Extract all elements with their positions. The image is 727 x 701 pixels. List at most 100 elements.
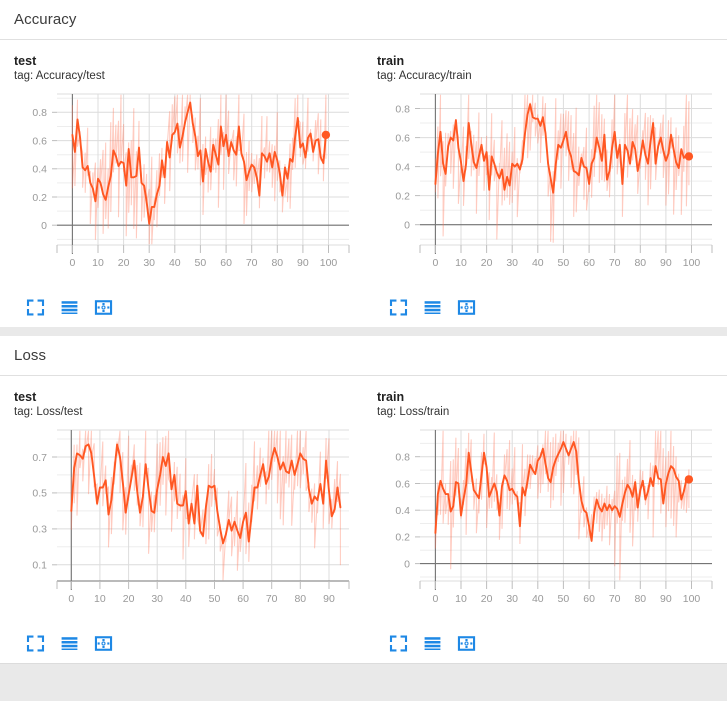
chart-toolbar bbox=[0, 295, 363, 319]
svg-text:90: 90 bbox=[660, 257, 672, 269]
chart-svg[interactable]: 0 10 20 30 40 50 60 70 80 90 100 0 0.2 0.4 0.6 0.8 bbox=[0, 86, 363, 291]
chart-card-loss-test: test tag: Loss/test 0 10 20 30 40 50 60 70 80 90 0… bbox=[0, 376, 363, 663]
chart-toolbar bbox=[363, 295, 726, 319]
run-name: test bbox=[14, 54, 37, 68]
fit-domain-icon[interactable] bbox=[94, 298, 113, 317]
svg-text:60: 60 bbox=[583, 593, 595, 605]
svg-text:20: 20 bbox=[481, 257, 493, 269]
fullscreen-icon[interactable] bbox=[389, 634, 408, 653]
svg-text:50: 50 bbox=[558, 593, 570, 605]
svg-text:100: 100 bbox=[683, 257, 701, 269]
data-table-icon[interactable] bbox=[60, 298, 79, 317]
fullscreen-icon[interactable] bbox=[26, 634, 45, 653]
card-header: test tag: Loss/test bbox=[0, 386, 363, 422]
section-body-accuracy: test tag: Accuracy/test 0 10 20 30 40 50 60 70 8… bbox=[0, 40, 727, 327]
section-header-accuracy[interactable]: Accuracy bbox=[0, 0, 727, 40]
svg-text:30: 30 bbox=[506, 257, 518, 269]
data-table-icon[interactable] bbox=[60, 634, 79, 653]
plot-loss-test[interactable]: 0 10 20 30 40 50 60 70 80 90 0.1 0.3 0.5 0.7 bbox=[0, 422, 363, 627]
svg-text:20: 20 bbox=[118, 257, 130, 269]
chart-svg[interactable]: 0 10 20 30 40 50 60 70 80 90 100 0 0.2 0.4 0.6 0.8 bbox=[363, 422, 726, 627]
plot-loss-train[interactable]: 0 10 20 30 40 50 60 70 80 90 100 0 0.2 0.4 0.6 0.8 bbox=[363, 422, 726, 627]
svg-text:0: 0 bbox=[404, 558, 410, 570]
fullscreen-icon[interactable] bbox=[26, 298, 45, 317]
section-loss: Loss test tag: Loss/test 0 10 20 30 40 50 60 70… bbox=[0, 336, 727, 664]
svg-text:20: 20 bbox=[123, 593, 135, 605]
svg-text:0.3: 0.3 bbox=[32, 524, 47, 536]
svg-text:10: 10 bbox=[92, 257, 104, 269]
svg-text:60: 60 bbox=[220, 257, 232, 269]
tag-name: tag: Loss/train bbox=[377, 406, 450, 418]
svg-text:0.2: 0.2 bbox=[32, 192, 47, 204]
fullscreen-icon[interactable] bbox=[389, 298, 408, 317]
svg-text:50: 50 bbox=[209, 593, 221, 605]
svg-text:40: 40 bbox=[180, 593, 192, 605]
svg-text:100: 100 bbox=[683, 593, 701, 605]
section-divider bbox=[0, 327, 727, 336]
svg-text:90: 90 bbox=[660, 593, 672, 605]
section-header-loss[interactable]: Loss bbox=[0, 336, 727, 376]
run-name: train bbox=[377, 54, 405, 68]
svg-text:0.4: 0.4 bbox=[395, 161, 410, 173]
svg-text:0.4: 0.4 bbox=[32, 164, 47, 176]
svg-text:30: 30 bbox=[151, 593, 163, 605]
svg-text:30: 30 bbox=[143, 257, 155, 269]
chart-card-accuracy-train: train tag: Accuracy/train 0 10 20 30 40 50 60 7… bbox=[363, 40, 726, 327]
svg-text:70: 70 bbox=[609, 593, 621, 605]
tag-name: tag: Accuracy/train bbox=[377, 70, 472, 82]
chart-card-loss-train: train tag: Loss/train 0 10 20 30 40 50 60 70 80 9… bbox=[363, 376, 726, 663]
svg-text:40: 40 bbox=[532, 593, 544, 605]
svg-text:80: 80 bbox=[634, 593, 646, 605]
svg-text:0: 0 bbox=[432, 593, 438, 605]
chart-card-accuracy-test: test tag: Accuracy/test 0 10 20 30 40 50 60 70 8… bbox=[0, 40, 363, 327]
svg-text:70: 70 bbox=[246, 257, 258, 269]
svg-text:80: 80 bbox=[294, 593, 306, 605]
plot-accuracy-test[interactable]: 0 10 20 30 40 50 60 70 80 90 100 0 0.2 0.4 0.6 0.8 bbox=[0, 86, 363, 291]
svg-text:0: 0 bbox=[432, 257, 438, 269]
card-header: train tag: Loss/train bbox=[363, 386, 726, 422]
fit-domain-icon[interactable] bbox=[94, 634, 113, 653]
svg-text:0.8: 0.8 bbox=[395, 103, 410, 115]
svg-text:0.6: 0.6 bbox=[395, 478, 410, 490]
fit-domain-icon[interactable] bbox=[457, 298, 476, 317]
svg-text:100: 100 bbox=[320, 257, 338, 269]
svg-text:0.4: 0.4 bbox=[395, 505, 410, 517]
card-header: train tag: Accuracy/train bbox=[363, 50, 726, 86]
run-name: test bbox=[14, 390, 37, 404]
svg-text:0.8: 0.8 bbox=[395, 452, 410, 464]
section-title: Loss bbox=[14, 347, 47, 364]
svg-text:0.6: 0.6 bbox=[32, 135, 47, 147]
data-table-icon[interactable] bbox=[423, 634, 442, 653]
svg-text:0.7: 0.7 bbox=[32, 452, 47, 464]
svg-text:90: 90 bbox=[297, 257, 309, 269]
svg-text:0: 0 bbox=[68, 593, 74, 605]
chart-svg[interactable]: 0 10 20 30 40 50 60 70 80 90 100 0 0.2 0.4 0.6 0.8 bbox=[363, 86, 726, 291]
chart-toolbar bbox=[0, 631, 363, 655]
svg-text:0: 0 bbox=[69, 257, 75, 269]
tag-name: tag: Loss/test bbox=[14, 406, 83, 418]
plot-accuracy-train[interactable]: 0 10 20 30 40 50 60 70 80 90 100 0 0.2 0.4 0.6 0.8 bbox=[363, 86, 726, 291]
card-header: test tag: Accuracy/test bbox=[0, 50, 363, 86]
section-bottom-border bbox=[0, 663, 727, 664]
svg-text:0.2: 0.2 bbox=[395, 532, 410, 544]
data-table-icon[interactable] bbox=[423, 298, 442, 317]
section-title: Accuracy bbox=[14, 11, 77, 28]
svg-text:60: 60 bbox=[237, 593, 249, 605]
svg-text:0: 0 bbox=[404, 220, 410, 232]
svg-text:50: 50 bbox=[195, 257, 207, 269]
svg-text:20: 20 bbox=[481, 593, 493, 605]
svg-text:80: 80 bbox=[271, 257, 283, 269]
svg-text:10: 10 bbox=[94, 593, 106, 605]
chart-svg[interactable]: 0 10 20 30 40 50 60 70 80 90 0.1 0.3 0.5 0.7 bbox=[0, 422, 363, 627]
svg-text:70: 70 bbox=[266, 593, 278, 605]
svg-text:90: 90 bbox=[323, 593, 335, 605]
tag-name: tag: Accuracy/test bbox=[14, 70, 105, 82]
svg-text:0.2: 0.2 bbox=[395, 190, 410, 202]
svg-text:70: 70 bbox=[609, 257, 621, 269]
section-body-loss: test tag: Loss/test 0 10 20 30 40 50 60 70 80 90 0… bbox=[0, 376, 727, 663]
section-accuracy: Accuracy test tag: Accuracy/test 0 10 20 30… bbox=[0, 0, 727, 327]
svg-text:60: 60 bbox=[583, 257, 595, 269]
run-name: train bbox=[377, 390, 405, 404]
fit-domain-icon[interactable] bbox=[457, 634, 476, 653]
svg-text:0.1: 0.1 bbox=[32, 560, 47, 572]
